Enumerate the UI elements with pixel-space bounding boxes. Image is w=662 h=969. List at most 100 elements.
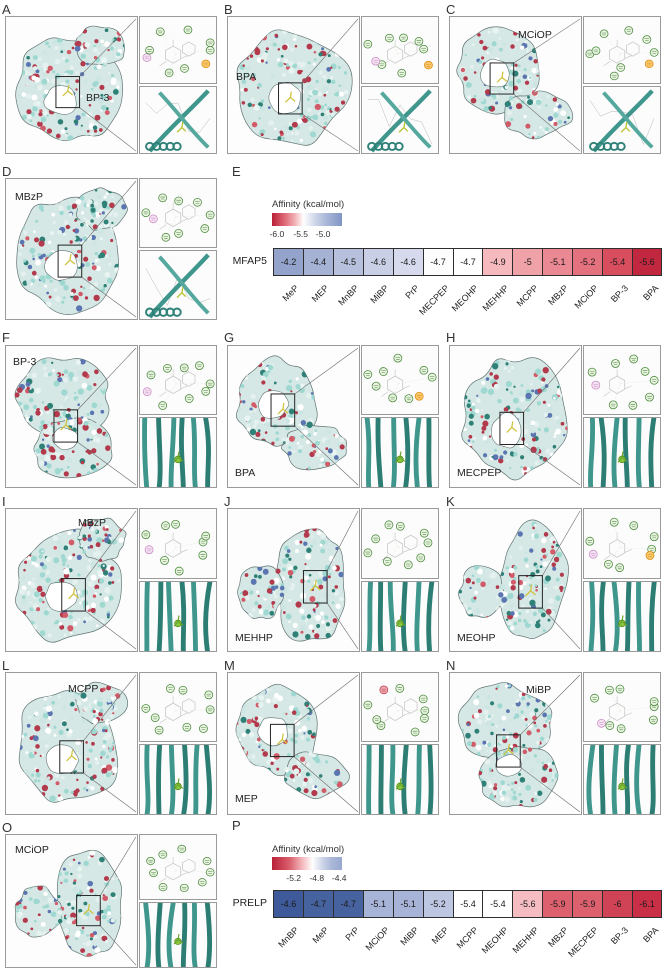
zoom-box [489,62,515,95]
heatmap-cell: -5.2 [422,890,454,918]
residue-icon [142,53,152,62]
residue-label-glyph [182,67,187,70]
heatmap-cell: -5.1 [542,248,574,276]
protein-structure-view: MECPEP [449,345,582,488]
interaction-diagram-inset [361,672,439,742]
residue-label-glyph [168,687,173,690]
residue-label-glyph [618,66,624,69]
residue-label-glyph [207,871,213,874]
ribbon-zoom-inset [583,86,661,154]
interaction-line [614,53,621,77]
heatmap-value: -4.4 [310,257,327,267]
heatmap-cell: -6 [602,890,634,918]
beta-strand [156,745,163,814]
ligand-2d-sketch [609,45,626,64]
residue-label-glyph [593,49,599,53]
interaction-diagram-inset [583,16,661,84]
ligand-2d-sketch [625,41,640,57]
ligand-2d-sketch [609,702,626,722]
ligand-2d-sketch [165,375,182,395]
residue-label-glyph [421,532,427,535]
interaction-line [620,380,655,385]
residue-icon [615,563,625,573]
panel-letter: M [224,658,235,673]
ligand-2d-sketch [387,539,404,558]
residue-icon [201,386,211,396]
heatmap-column-label: BP-3 [608,283,631,305]
protein-surface-speckles [14,357,112,478]
heatmap-column-label: PrP [343,925,361,943]
residue-label-glyph [203,62,209,66]
panel-letter: K [446,494,455,509]
interaction-line [176,541,204,548]
ligand-2d-sketch [387,375,404,395]
residue-icon [384,33,394,43]
beta-strand [193,745,200,814]
residue-label-glyph [176,199,182,203]
residue-label-glyph [163,524,168,528]
residue-label-glyph [207,49,213,52]
beta-strand [191,903,198,967]
heatmap-cell: -5.4 [452,890,484,918]
residue-label-glyph [374,718,380,722]
interaction-diagram [585,26,659,81]
heatmap-column-label: MEOHP [450,283,481,314]
beta-strand [611,745,619,814]
protein-surface-speckles [17,519,124,638]
residue-label-glyph [365,551,371,555]
heatmap-value: -4.7 [310,899,327,909]
residue-icon [183,25,193,35]
ligand-sticks [617,451,628,463]
ligand-2d-sketch [165,539,182,558]
docked-ligand-sticks [64,253,76,266]
residue-label-glyph [599,722,604,725]
beta-strand [364,418,372,487]
ligand-sticks [176,121,187,133]
residue-icon [399,33,408,43]
heatmap-value: -4.7 [460,257,476,267]
heatmap-cell: -5.4 [482,890,514,918]
panel-letter: E [232,164,241,179]
ribbon-zoom [145,89,211,153]
residue-icon [590,693,599,703]
heatmap-row-label: PRELP [232,897,267,909]
residue-label-glyph [144,56,150,60]
zoom-box [76,895,101,927]
residue-icon [161,232,171,242]
heatmap-cell: -4.6 [392,248,424,276]
residue-label-glyph [617,566,622,570]
residue-icon [395,521,405,531]
protein-surface [236,18,359,152]
ribbon-strand [602,91,654,149]
beta-strand [413,418,422,487]
beta-strand [611,582,620,651]
residue-icon [205,379,215,389]
residue-label-glyph [166,71,172,75]
ligand-2d-sketch [181,204,196,220]
interaction-line [165,525,177,548]
residue-label-glyph [147,49,152,52]
protein-structure-view: MBzP [5,178,138,320]
residue-icon [419,528,429,538]
residue-label-glyph [160,886,166,889]
protein-surface [15,510,137,650]
residue-icon [171,519,180,529]
protein-structure-view: MCiOP [5,834,138,968]
heatmap-value: -4.6 [370,257,386,267]
residue-icon [644,59,654,69]
interaction-diagram-inset [583,672,661,742]
residue-label-glyph [365,43,371,46]
interaction-line [176,709,211,712]
heatmap-cell: -4.2 [273,248,304,276]
residue-label-glyph [144,390,150,394]
heatmap-column-label: MEP [310,283,331,304]
residue-label-glyph [373,385,379,388]
residue-icon [205,46,215,55]
residue-label-glyph [642,370,648,373]
residue-icon [201,59,211,69]
residue-icon [591,46,601,55]
residue-label-glyph [421,48,427,51]
docked-ligand-sticks [525,584,536,597]
panel-G: BPA [227,345,439,488]
residue-icon [164,68,174,78]
